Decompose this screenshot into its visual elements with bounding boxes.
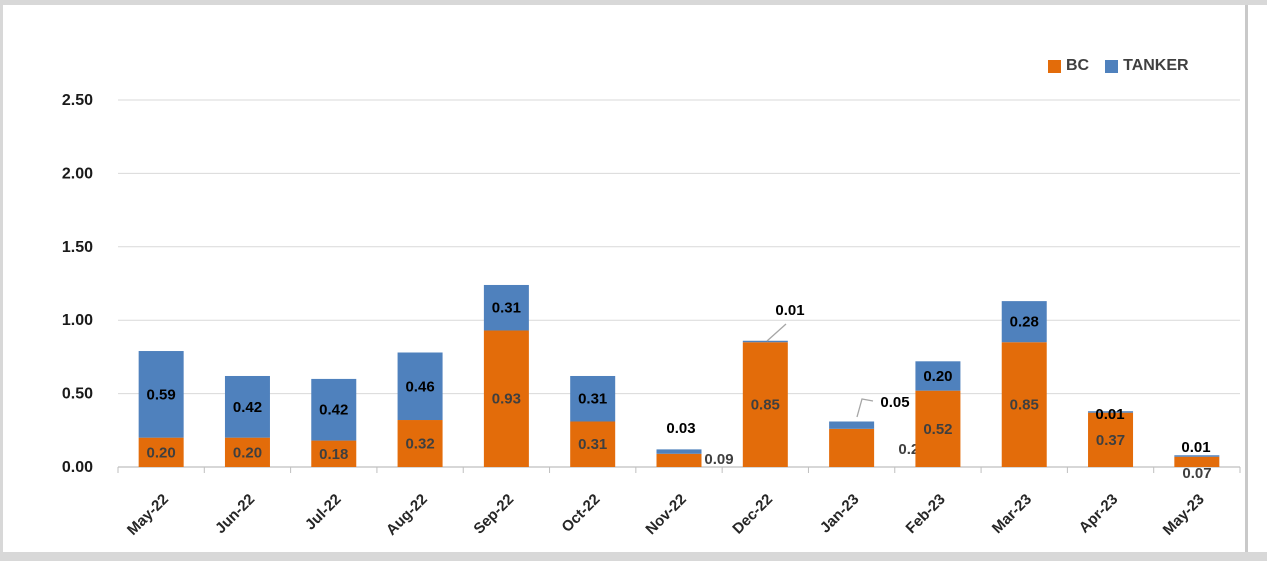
legend-item-tanker[interactable]: TANKER bbox=[1105, 57, 1189, 75]
bar-segment-bc[interactable] bbox=[570, 421, 616, 467]
data-label-bc: 0.52 bbox=[923, 421, 952, 438]
x-axis-category-label: Jan-23 bbox=[817, 491, 863, 537]
frame-border-left bbox=[0, 5, 3, 552]
x-axis-category-label: Jul-22 bbox=[302, 491, 345, 534]
legend-swatch-bc-icon bbox=[1048, 59, 1061, 73]
data-label-bc: 0.85 bbox=[1010, 397, 1039, 414]
x-axis-category-label: Apr-23 bbox=[1076, 491, 1122, 537]
data-label-bc: 0.20 bbox=[233, 444, 262, 461]
data-label-tanker: 0.01 bbox=[1181, 439, 1210, 456]
bar-segment-bc[interactable] bbox=[483, 330, 529, 467]
bar-segment-tanker[interactable] bbox=[138, 351, 184, 438]
data-label-bc: 0.93 bbox=[492, 391, 521, 408]
x-axis-category-label: May-23 bbox=[1160, 491, 1208, 539]
data-label-tanker: 0.01 bbox=[775, 302, 804, 319]
data-label-tanker: 0.59 bbox=[147, 386, 176, 403]
data-label-tanker: 0.01 bbox=[1095, 406, 1124, 423]
data-label-tanker: 0.31 bbox=[492, 300, 521, 317]
data-label-bc: 0.32 bbox=[405, 436, 434, 453]
bar-segment-tanker[interactable] bbox=[397, 352, 443, 421]
frame-border-bottom bbox=[0, 552, 1267, 561]
y-axis-tick-label: 0.50 bbox=[62, 386, 93, 403]
bar-segment-bc[interactable] bbox=[829, 428, 875, 467]
bar-segment-tanker[interactable] bbox=[656, 449, 702, 454]
bar-segment-tanker[interactable] bbox=[1174, 455, 1220, 457]
bar-segment-tanker[interactable] bbox=[311, 378, 357, 441]
bar-segment-tanker[interactable] bbox=[1088, 411, 1134, 413]
x-axis-category-label: May-22 bbox=[124, 491, 172, 539]
bar-segment-bc[interactable] bbox=[1001, 342, 1047, 467]
legend-label-bc: BC bbox=[1066, 57, 1090, 74]
data-label-bc: 0.18 bbox=[319, 446, 348, 463]
x-axis-category-label: Dec-22 bbox=[729, 491, 776, 538]
x-axis-category-label: Oct-22 bbox=[558, 491, 603, 536]
y-axis-tick-label: 1.00 bbox=[62, 312, 93, 329]
legend-swatch-tanker-icon bbox=[1105, 59, 1119, 73]
data-label-tanker: 0.46 bbox=[405, 378, 434, 395]
bar-segment-bc[interactable] bbox=[656, 453, 702, 467]
bar-segment-bc[interactable] bbox=[397, 420, 443, 467]
bar-segment-tanker[interactable] bbox=[224, 375, 270, 438]
y-axis-tick-label: 1.50 bbox=[62, 239, 93, 256]
data-label-bc: 0.31 bbox=[578, 436, 607, 453]
y-axis-tick-label: 2.00 bbox=[62, 165, 93, 182]
bar-segment-tanker[interactable] bbox=[483, 284, 529, 331]
data-label-tanker: 0.20 bbox=[923, 368, 952, 385]
data-label-tanker: 0.42 bbox=[319, 402, 348, 419]
x-axis-category-label: Aug-22 bbox=[383, 491, 431, 539]
x-axis-category-label: Nov-22 bbox=[642, 491, 689, 538]
bar-segment-bc[interactable] bbox=[1174, 456, 1220, 467]
y-axis-tick-label: 0.00 bbox=[62, 459, 93, 476]
x-axis-category-label: Jun-22 bbox=[212, 491, 258, 537]
legend-item-bc[interactable]: BC bbox=[1048, 57, 1089, 75]
leader-line bbox=[856, 398, 874, 418]
data-label-tanker: 0.31 bbox=[578, 391, 607, 408]
bar-segment-tanker[interactable] bbox=[742, 340, 788, 343]
data-label-tanker: 0.42 bbox=[233, 399, 262, 416]
frame-border-right bbox=[1245, 5, 1248, 552]
data-label-bc: 0.09 bbox=[704, 451, 733, 468]
data-label-bc: 0.37 bbox=[1096, 432, 1125, 449]
data-label-tanker: 0.03 bbox=[666, 420, 695, 437]
x-axis-category-label: Feb-23 bbox=[903, 491, 949, 537]
y-axis-tick-label: 2.50 bbox=[62, 92, 93, 109]
data-label-bc: 0.07 bbox=[1182, 465, 1211, 482]
bar-segment-tanker[interactable] bbox=[1001, 301, 1047, 343]
bar-segment-bc[interactable] bbox=[311, 440, 357, 467]
bar-segment-tanker[interactable] bbox=[570, 375, 616, 422]
data-label-tanker: 0.28 bbox=[1010, 314, 1039, 331]
data-label-bc: 0.20 bbox=[147, 444, 176, 461]
bar-segment-tanker[interactable] bbox=[915, 361, 961, 391]
legend-label-tanker: TANKER bbox=[1123, 57, 1189, 74]
x-axis-category-label: Mar-23 bbox=[989, 491, 1035, 537]
leader-line bbox=[766, 323, 787, 342]
bar-segment-bc[interactable] bbox=[224, 437, 270, 467]
bar-segment-tanker[interactable] bbox=[829, 421, 875, 429]
bar-segment-bc[interactable] bbox=[742, 342, 788, 467]
data-label-tanker: 0.05 bbox=[880, 394, 909, 411]
legend: BC TANKER bbox=[1048, 57, 1189, 75]
x-axis-category-label: Sep-22 bbox=[470, 491, 517, 538]
data-label-bc: 0.85 bbox=[751, 397, 780, 414]
frame-border-top bbox=[0, 0, 1267, 5]
bar-segment-bc[interactable] bbox=[138, 437, 184, 467]
bar-segment-bc[interactable] bbox=[915, 390, 961, 467]
bar-segment-bc[interactable] bbox=[1088, 412, 1134, 467]
